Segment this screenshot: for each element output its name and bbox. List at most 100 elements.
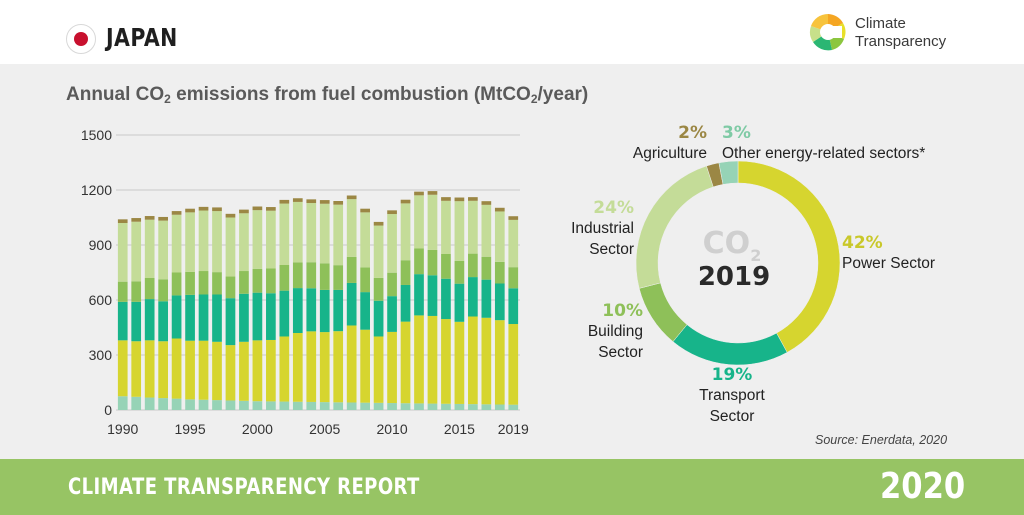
bar-segment-transport-1999 — [239, 293, 249, 342]
bar-segment-agriculture-2006 — [333, 201, 344, 205]
bar-segment-building-2015 — [454, 260, 465, 284]
bar-segment-transport-2007 — [346, 282, 357, 326]
y-tick-label: 600 — [89, 292, 113, 308]
bar-segment-other-2016 — [468, 404, 478, 410]
bar-segment-building-1995 — [185, 271, 195, 295]
bar-segment-power-2009 — [373, 336, 384, 403]
bar-segment-industrial-2007 — [346, 199, 357, 257]
bar-segment-industrial-2016 — [468, 200, 478, 254]
bar-segment-industrial-2011 — [400, 203, 411, 261]
x-tick-label: 2010 — [376, 421, 407, 437]
bar-segment-agriculture-2017 — [481, 201, 492, 205]
bar-segment-building-2002 — [279, 264, 290, 291]
bar-segment-other-2006 — [333, 402, 344, 410]
footer-bar: CLIMATE TRANSPARENCY REPORT 2020 — [0, 459, 1024, 515]
bar-segment-agriculture-1992 — [144, 216, 155, 220]
bar-segment-building-1992 — [144, 278, 155, 300]
bar-segment-agriculture-1999 — [239, 209, 249, 214]
bar-segment-agriculture-2004 — [306, 199, 317, 204]
bar-segment-building-1990 — [117, 281, 128, 302]
bar-segment-agriculture-1995 — [185, 208, 195, 213]
bar-segment-building-2017 — [481, 256, 492, 280]
bar-segment-building-1993 — [158, 279, 168, 302]
bar-segment-transport-2003 — [292, 288, 303, 333]
bar-segment-building-1999 — [239, 271, 249, 294]
bar-segment-transport-2016 — [468, 277, 478, 317]
bar-segment-industrial-2015 — [454, 201, 465, 261]
bar-segment-transport-1990 — [117, 301, 128, 341]
bar-segment-power-1997 — [212, 341, 222, 401]
bar-segment-transport-2002 — [279, 290, 290, 337]
donut-pct-label-power: 42% — [842, 233, 883, 253]
bar-segment-industrial-1990 — [117, 223, 128, 282]
bar-segment-transport-2018 — [494, 283, 505, 321]
bar-segment-agriculture-2008 — [360, 208, 370, 213]
bar-segment-agriculture-1994 — [171, 211, 182, 215]
bar-segment-industrial-1994 — [171, 214, 182, 273]
bar-segment-power-1998 — [225, 345, 236, 401]
bar-segment-power-2006 — [333, 331, 344, 403]
title-part-1: Annual CO — [66, 84, 165, 105]
bar-segment-other-1998 — [225, 400, 236, 410]
bar-segment-transport-1998 — [225, 298, 236, 346]
bar-segment-other-2000 — [252, 401, 263, 410]
bar-segment-transport-1991 — [131, 301, 142, 342]
bar-segment-industrial-2010 — [387, 214, 397, 273]
logo-line2: Transparency — [855, 33, 947, 50]
bar-segment-power-2012 — [414, 315, 424, 404]
bar-segment-building-2009 — [373, 277, 384, 301]
bar-segment-other-1997 — [212, 400, 222, 410]
report-year: 2020 — [880, 466, 966, 507]
title-part-3: /year) — [537, 84, 589, 105]
bar-segment-industrial-2006 — [333, 204, 344, 266]
y-tick-label: 900 — [89, 237, 113, 253]
bar-segment-other-1996 — [198, 399, 209, 410]
logo-line1: Climate — [855, 15, 906, 32]
bar-segment-building-2013 — [427, 249, 438, 276]
bar-segment-agriculture-2009 — [373, 221, 384, 226]
bar-segment-industrial-2018 — [494, 211, 505, 262]
bar-segment-other-2014 — [441, 403, 451, 410]
bar-segment-agriculture-2016 — [468, 197, 478, 201]
bar-segment-power-2007 — [346, 325, 357, 403]
bar-segment-industrial-1998 — [225, 217, 236, 277]
bar-segment-agriculture-2000 — [252, 206, 263, 211]
bar-segment-other-2009 — [373, 402, 384, 410]
bar-segment-industrial-1992 — [144, 219, 155, 278]
bar-segment-transport-2014 — [441, 278, 451, 320]
japan-flag-icon — [66, 24, 96, 54]
bar-segment-building-2016 — [468, 253, 478, 278]
bar-segment-agriculture-2001 — [266, 207, 276, 211]
bar-segment-building-2006 — [333, 265, 344, 290]
bar-segment-power-2003 — [292, 333, 303, 402]
title-sub-2: 2 — [530, 92, 538, 106]
bar-segment-transport-2004 — [306, 288, 317, 332]
bar-segment-other-1991 — [131, 396, 142, 410]
climate-transparency-logo-icon — [809, 13, 846, 51]
source-note: Source: Enerdata, 2020 — [815, 433, 948, 447]
bar-segment-power-1992 — [144, 340, 155, 398]
bar-segment-other-2015 — [454, 403, 465, 410]
bar-segment-agriculture-1993 — [158, 216, 168, 221]
bar-segment-building-2019 — [508, 267, 519, 289]
bar-segment-power-2014 — [441, 319, 451, 404]
bar-segment-other-2018 — [494, 404, 505, 410]
bar-segment-agriculture-1997 — [212, 207, 222, 212]
x-tick-label: 2019 — [498, 421, 529, 437]
bar-segment-other-2004 — [306, 401, 317, 410]
logo-text: Climate Transparency — [855, 15, 946, 51]
bar-segment-industrial-2012 — [414, 195, 424, 249]
bar-segment-other-2001 — [266, 401, 276, 410]
bar-segment-power-2019 — [508, 324, 519, 405]
donut-name-label-transport: Sector — [710, 408, 755, 425]
bar-segment-transport-1997 — [212, 294, 222, 342]
bar-segment-building-2001 — [266, 268, 276, 294]
bar-segment-agriculture-2003 — [292, 198, 303, 202]
bar-segment-other-1990 — [117, 396, 128, 410]
x-tick-label: 2015 — [444, 421, 475, 437]
donut-name-label-agriculture: Agriculture — [633, 145, 707, 162]
bar-segment-building-1994 — [171, 272, 182, 296]
bar-segment-building-2018 — [494, 261, 505, 284]
bar-segment-transport-2009 — [373, 300, 384, 337]
bar-segment-other-2012 — [414, 403, 424, 410]
